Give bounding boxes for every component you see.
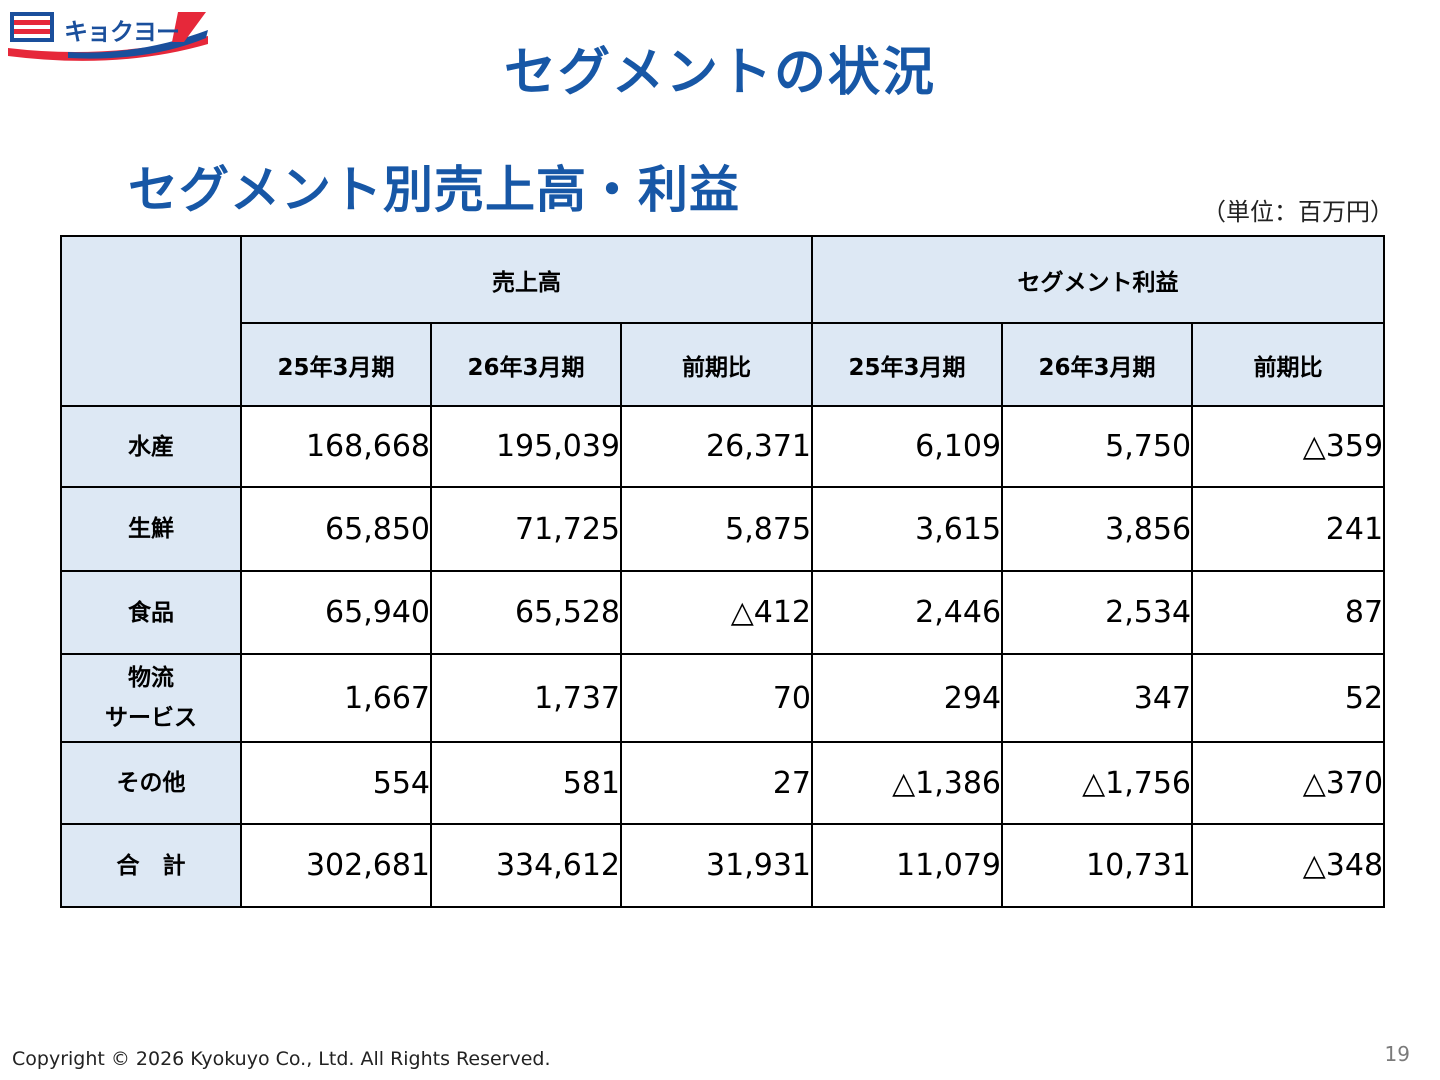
page-title: セグメントの状況 xyxy=(503,43,936,103)
table-cell: 70 xyxy=(619,653,814,743)
sales-group-header: 売上高 xyxy=(239,235,814,324)
logo-mark-icon xyxy=(8,12,208,61)
table-row: 食品 65,940 65,528 △412 2,446 2,534 87 xyxy=(60,570,1386,655)
table-cell: 6,109 xyxy=(811,405,1004,488)
row-label: 物流 サービス xyxy=(60,653,242,743)
row-label-line-2: サービス xyxy=(105,705,197,731)
column-header: 前期比 xyxy=(1191,322,1386,407)
row-label: 食品 xyxy=(60,570,242,655)
table-row-total: 合 計 302,681 334,612 31,931 11,079 10,731… xyxy=(60,823,1386,908)
table-cell: △1,386 xyxy=(811,741,1004,825)
table-cell: △370 xyxy=(1191,741,1386,825)
table-cell: 5,875 xyxy=(619,486,814,572)
table-cell: 11,079 xyxy=(811,823,1004,908)
table-cell: 581 xyxy=(430,741,622,825)
table-cell: 65,940 xyxy=(240,570,432,655)
table-cell: 1,737 xyxy=(430,653,622,743)
table-cell: 241 xyxy=(1191,486,1386,572)
table-cell: 52 xyxy=(1191,653,1386,743)
table-cell: △412 xyxy=(619,570,814,655)
profit-group-header: セグメント利益 xyxy=(811,235,1386,324)
column-header: 26年3月期 xyxy=(1001,322,1194,407)
table-cell: 347 xyxy=(1001,653,1194,743)
table-cell: 87 xyxy=(1191,570,1386,655)
column-header: 26年3月期 xyxy=(430,322,622,407)
table-row: 水産 168,668 195,039 26,371 6,109 5,750 △3… xyxy=(60,405,1386,488)
copyright-notice: Copyright © 2026 Kyokuyo Co., Ltd. All R… xyxy=(12,1048,551,1070)
unit-label: （単位：百万円） xyxy=(1202,198,1394,226)
page-number: 19 xyxy=(1384,1042,1410,1066)
table-cell: 5,750 xyxy=(1001,405,1194,488)
row-label: その他 xyxy=(60,741,242,825)
table-cell: 294 xyxy=(811,653,1004,743)
table-cell: 65,528 xyxy=(430,570,622,655)
table-corner-cell xyxy=(60,235,242,407)
table-cell: 334,612 xyxy=(430,823,622,908)
table-cell: 71,725 xyxy=(430,486,622,572)
logo-text: キョクヨー xyxy=(64,18,180,46)
table-row: 物流 サービス 1,667 1,737 70 294 347 52 xyxy=(60,653,1386,743)
table-cell: △359 xyxy=(1191,405,1386,488)
table-cell: 195,039 xyxy=(430,405,622,488)
row-label: 合 計 xyxy=(60,823,242,908)
table-cell: 302,681 xyxy=(240,823,432,908)
table-cell: 2,534 xyxy=(1001,570,1194,655)
table-cell: 26,371 xyxy=(619,405,814,488)
row-label: 水産 xyxy=(60,405,242,488)
table-cell: 3,615 xyxy=(811,486,1004,572)
column-header: 25年3月期 xyxy=(240,322,432,407)
table-cell: 168,668 xyxy=(240,405,432,488)
table-cell: 1,667 xyxy=(240,653,432,743)
table-cell: 31,931 xyxy=(619,823,814,908)
column-header: 前期比 xyxy=(619,322,814,407)
section-title: セグメント別売上高・利益 xyxy=(128,161,740,219)
column-header: 25年3月期 xyxy=(811,322,1004,407)
table-cell: 554 xyxy=(240,741,432,825)
segment-table: 売上高 セグメント利益 25年3月期 26年3月期 前期比 25年3月期 26年… xyxy=(60,235,1386,908)
table-row: 生鮮 65,850 71,725 5,875 3,615 3,856 241 xyxy=(60,486,1386,572)
table-cell: 10,731 xyxy=(1001,823,1194,908)
row-label-line-1: 物流 xyxy=(128,665,174,691)
table-cell: △348 xyxy=(1191,823,1386,908)
table-row: その他 554 581 27 △1,386 △1,756 △370 xyxy=(60,741,1386,825)
table-cell: 65,850 xyxy=(240,486,432,572)
kyokuyo-logo: キョクヨー xyxy=(8,8,213,74)
table-cell: 2,446 xyxy=(811,570,1004,655)
row-label: 生鮮 xyxy=(60,486,242,572)
table-cell: △1,756 xyxy=(1001,741,1194,825)
table-cell: 3,856 xyxy=(1001,486,1194,572)
table-cell: 27 xyxy=(619,741,814,825)
